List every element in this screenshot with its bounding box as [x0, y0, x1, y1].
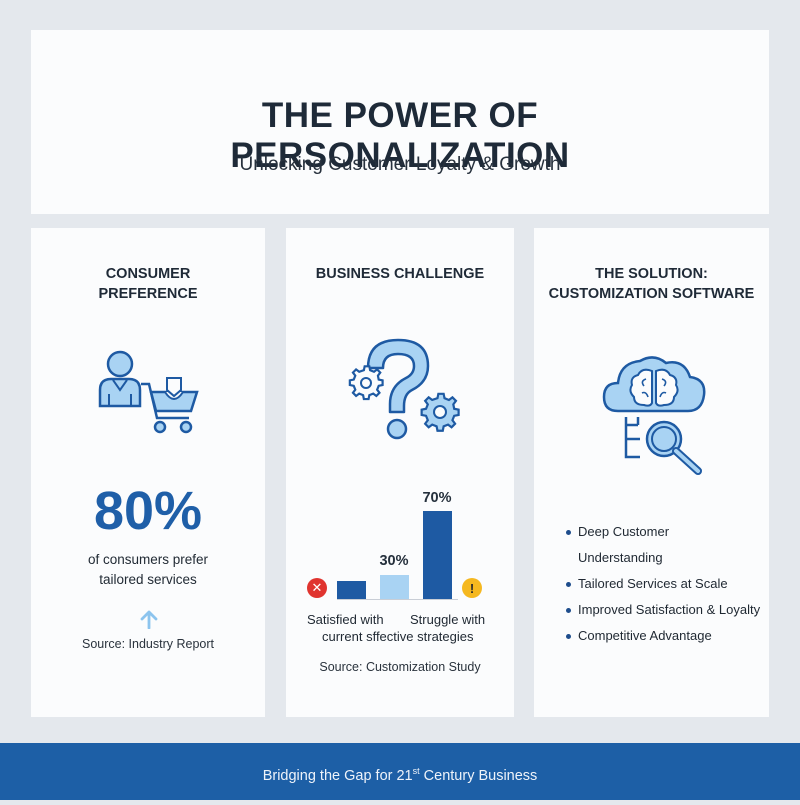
- chart-baseline: [337, 599, 458, 600]
- bullet-icon: [566, 634, 571, 639]
- list-item-text: Competitive Advantage: [578, 628, 712, 643]
- bar-label-30: 30%: [379, 553, 409, 569]
- person-shopping-cart-icon: [97, 348, 202, 443]
- card-title-line-2: PREFERENCE: [98, 286, 198, 302]
- footer-text: Bridging the Gap for 21: [262, 768, 413, 784]
- page-title: THE POWER OF PERSONALIZATION: [31, 96, 769, 176]
- caption-struggle: Struggle with: [410, 612, 486, 627]
- card-title: THE SOLUTION: CUSTOMIZATION SOFTWARE: [534, 264, 769, 304]
- stat-value: 80%: [93, 481, 203, 541]
- bar-satisfied: [337, 581, 366, 599]
- card-title-line-1: CONSUMER: [105, 266, 191, 282]
- page-subtitle: Unlocking Customer Loyalty & Growth: [239, 154, 561, 175]
- card-title-line-1: THE SOLUTION:: [595, 266, 708, 282]
- stat-description: of consumers prefer tailored services: [31, 550, 265, 590]
- consumer-preference-card: CONSUMER PREFERENCE 80% of consumers pre…: [31, 228, 265, 717]
- title-line-1: THE POWER OF: [261, 96, 539, 135]
- caption-line-2: current sffective strategies: [322, 629, 474, 644]
- business-challenge-card: BUSINESS CHALLENGE ✕ 30% 70% ! Satisfied…: [286, 228, 514, 717]
- solution-card: THE SOLUTION: CUSTOMIZATION SOFTWARE Dee…: [534, 228, 769, 717]
- footer-text-end: Century Business: [419, 768, 538, 784]
- card-title: BUSINESS CHALLENGE: [315, 266, 485, 282]
- list-item-text-continued: Understanding: [578, 550, 663, 565]
- header-panel: THE POWER OF PERSONALIZATION Unlocking C…: [31, 30, 769, 214]
- list-item: Competitive Advantage: [566, 623, 760, 649]
- card-title-line-2: CUSTOMIZATION SOFTWARE: [548, 286, 755, 302]
- source-label: Source: Industry Report: [81, 637, 214, 651]
- caption-satisfied: Satisfied with: [307, 612, 384, 627]
- bar-70: [423, 511, 452, 599]
- card-title: CONSUMER PREFERENCE: [31, 264, 265, 304]
- footer-banner: Bridging the Gap for 21st Century Busine…: [0, 743, 800, 800]
- cloud-brain-search-icon: [602, 353, 708, 480]
- bullet-icon: [566, 582, 571, 587]
- stat-description-line-2: tailored services: [99, 572, 197, 587]
- list-item-text: Deep Customer: [578, 524, 670, 539]
- bar-30: [380, 575, 409, 599]
- list-item: Tailored Services at Scale: [566, 571, 760, 597]
- footer-superscript: st: [412, 766, 420, 776]
- x-circle-icon: ✕: [307, 578, 327, 598]
- exclamation-circle-icon: !: [462, 578, 482, 598]
- list-item-text: Tailored Services at Scale: [578, 576, 728, 591]
- bullet-icon: [566, 530, 571, 535]
- list-item-text: Improved Satisfaction & Loyalty: [578, 602, 761, 617]
- arrow-up-icon: [140, 609, 158, 634]
- stat-description-line-1: of consumers prefer: [87, 552, 209, 567]
- list-item: Deep Customer Understanding: [566, 519, 760, 571]
- title-line-2: PERSONALIZATION: [230, 136, 570, 175]
- bar-label-70: 70%: [422, 490, 452, 506]
- list-item: Improved Satisfaction & Loyalty: [566, 597, 760, 623]
- question-gears-icon: [346, 332, 462, 449]
- source-label: Source: Customization Study: [319, 660, 481, 674]
- benefits-list: Deep Customer Understanding Tailored Ser…: [566, 519, 760, 649]
- bullet-icon: [566, 608, 571, 613]
